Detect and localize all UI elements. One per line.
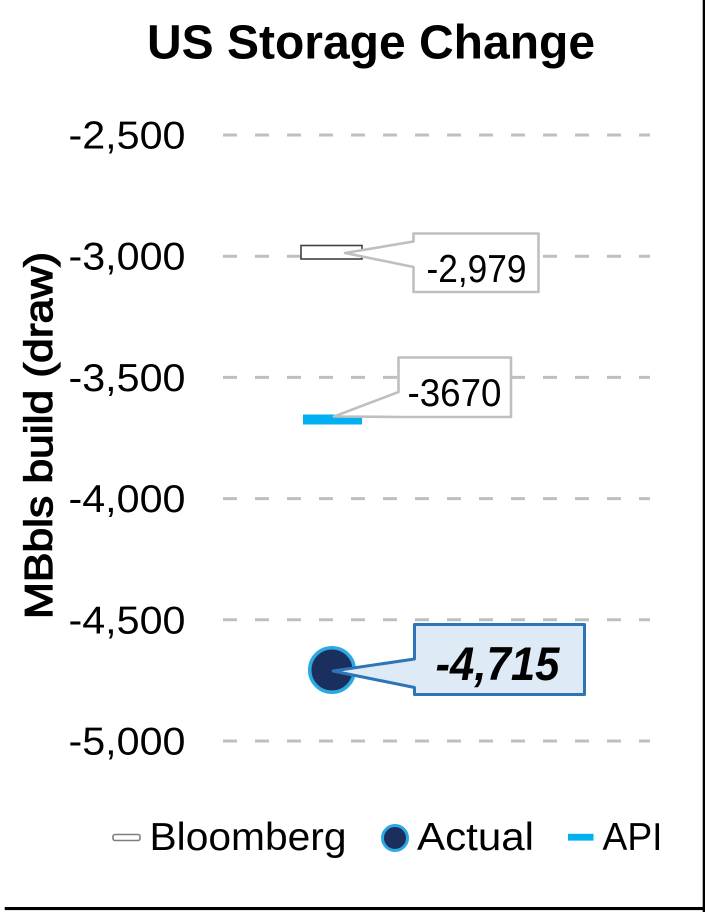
svg-text:-2,979: -2,979 <box>427 248 527 291</box>
svg-text:API: API <box>603 816 663 859</box>
svg-text:-3,000: -3,000 <box>69 236 186 279</box>
svg-text:-4,715: -4,715 <box>436 637 561 690</box>
svg-text:-3670: -3670 <box>408 372 502 415</box>
svg-text:-2,500: -2,500 <box>69 115 186 158</box>
svg-text:MBbls build (draw): MBbls build (draw) <box>18 252 61 619</box>
svg-text:-4,500: -4,500 <box>69 599 186 642</box>
svg-text:US Storage Change: US Storage Change <box>147 17 595 70</box>
svg-text:Actual: Actual <box>417 816 534 859</box>
svg-text:-5,000: -5,000 <box>69 721 186 764</box>
svg-text:-4,000: -4,000 <box>69 478 186 521</box>
svg-text:-3,500: -3,500 <box>69 357 186 400</box>
svg-text:Bloomberg: Bloomberg <box>150 816 347 859</box>
